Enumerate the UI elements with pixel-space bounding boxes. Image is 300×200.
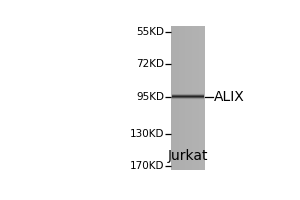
Bar xyxy=(188,26,189,170)
Bar xyxy=(197,26,198,170)
Bar xyxy=(190,26,191,170)
Bar xyxy=(201,26,202,170)
Bar xyxy=(200,26,201,170)
Bar xyxy=(196,26,197,170)
Bar xyxy=(188,26,189,170)
Bar xyxy=(203,26,204,170)
Bar xyxy=(183,26,184,170)
Bar xyxy=(181,26,182,170)
Bar xyxy=(198,26,199,170)
Bar xyxy=(192,26,193,170)
Text: 130KD: 130KD xyxy=(130,129,164,139)
Bar xyxy=(187,26,188,170)
Bar xyxy=(192,26,193,170)
Bar xyxy=(190,26,191,170)
Bar xyxy=(185,26,186,170)
Bar xyxy=(171,26,172,170)
Bar xyxy=(182,26,183,170)
Text: 55KD: 55KD xyxy=(136,27,164,37)
Bar xyxy=(194,26,195,170)
Text: 170KD: 170KD xyxy=(130,161,164,171)
Bar xyxy=(180,26,181,170)
Bar xyxy=(173,26,174,170)
Bar xyxy=(172,26,173,170)
Bar xyxy=(176,26,177,170)
Bar xyxy=(181,26,182,170)
Bar xyxy=(194,26,195,170)
Text: 72KD: 72KD xyxy=(136,59,164,69)
Bar xyxy=(186,26,187,170)
Bar xyxy=(183,26,184,170)
Bar xyxy=(172,26,173,170)
Bar xyxy=(178,26,179,170)
Bar xyxy=(185,26,186,170)
Bar xyxy=(189,26,190,170)
Text: 95KD: 95KD xyxy=(136,92,164,102)
Bar xyxy=(174,26,175,170)
Bar xyxy=(204,26,205,170)
Text: ALIX: ALIX xyxy=(214,90,245,104)
Bar xyxy=(199,26,200,170)
Bar xyxy=(196,26,197,170)
Bar xyxy=(202,26,203,170)
Bar xyxy=(187,26,188,170)
Bar xyxy=(195,26,196,170)
Bar xyxy=(193,26,194,170)
Bar xyxy=(189,26,190,170)
Text: Jurkat: Jurkat xyxy=(168,149,208,163)
Bar xyxy=(191,26,192,170)
Bar xyxy=(177,26,178,170)
Bar xyxy=(184,26,185,170)
Bar xyxy=(179,26,180,170)
Bar xyxy=(186,26,187,170)
Bar xyxy=(191,26,192,170)
